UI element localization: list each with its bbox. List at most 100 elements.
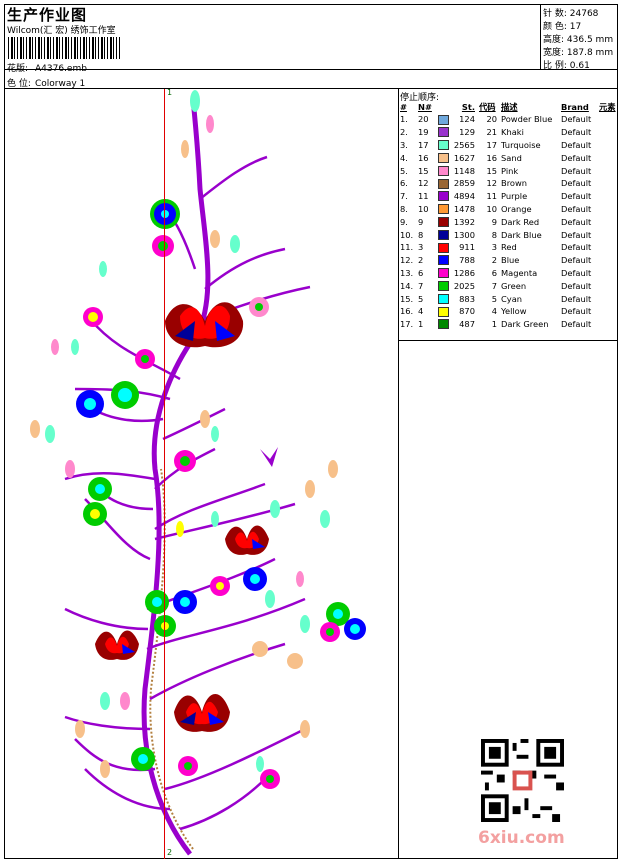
swatch-box: [438, 140, 449, 151]
row-index: 4.: [400, 152, 408, 163]
stat-value: 436.5 mm: [566, 35, 614, 45]
color-swatch: [436, 203, 451, 216]
color-swatch: [436, 241, 451, 254]
row-needle: 10: [418, 203, 429, 214]
divider: [398, 340, 618, 341]
row-brand: Default: [561, 255, 592, 266]
row-needle: 19: [418, 127, 429, 138]
table-row: 8. 10 1478 10 Orange Default: [398, 203, 618, 216]
row-brand: Default: [561, 242, 592, 253]
row-index: 16.: [400, 306, 414, 317]
swatch-box: [438, 242, 449, 253]
row-brand: Default: [561, 280, 592, 291]
color-swatch: [436, 254, 451, 267]
swatch-box: [438, 165, 449, 176]
stat-value: 24768: [569, 9, 599, 19]
studio-name: Wilcom(汇 宏) 绣饰工作室: [7, 26, 116, 36]
row-description: Khaki: [501, 127, 524, 138]
row-element: [597, 241, 618, 254]
row-code: 17: [486, 139, 497, 150]
color-swatch: [436, 113, 451, 126]
design-line: 花版: A4376.emb: [7, 61, 87, 74]
divider: [540, 4, 541, 69]
row-index: 2.: [400, 127, 408, 138]
row-code: 10: [486, 203, 497, 214]
row-needle: 5: [418, 293, 424, 304]
row-stitches: 1148: [453, 165, 475, 176]
swatch-box: [438, 178, 449, 189]
table-row: 12. 2 788 2 Blue Default: [398, 254, 618, 267]
row-brand: Default: [561, 191, 592, 202]
row-code: 2: [491, 255, 497, 266]
divider: [398, 88, 399, 859]
col-needle: N#: [418, 102, 432, 112]
table-row: 9. 9 1392 9 Dark Red Default: [398, 215, 618, 228]
stat-stitches: 针 数: 24768: [543, 6, 598, 19]
row-code: 9: [491, 216, 497, 227]
row-description: Red: [501, 242, 517, 253]
table-row: 4. 16 1627 16 Sand Default: [398, 151, 618, 164]
row-needle: 7: [418, 280, 424, 291]
stat-label: 宽度:: [543, 48, 565, 58]
color-swatch: [436, 228, 451, 241]
colorway-label: 色 位:: [7, 79, 31, 89]
row-index: 8.: [400, 203, 408, 214]
row-code: 5: [491, 293, 497, 304]
row-brand: Default: [561, 203, 592, 214]
colorway-line: 色 位: Colorway 1: [7, 76, 85, 89]
row-stitches: 2565: [453, 139, 475, 150]
row-index: 3.: [400, 139, 408, 150]
row-code: 12: [486, 178, 497, 189]
row-description: Yellow: [501, 306, 527, 317]
stop-sequence-table: # N# St. 代码 描述 Brand 元素 1. 20 124 20 Powder …: [398, 101, 618, 331]
row-code: 20: [486, 114, 497, 125]
table-row: 7. 11 4894 11 Purple Default: [398, 190, 618, 203]
stat-label: 颜 色:: [543, 22, 567, 32]
divider: [4, 69, 541, 70]
row-element: [597, 164, 618, 177]
row-code: 21: [486, 127, 497, 138]
swatch-box: [438, 255, 449, 266]
row-needle: 6: [418, 267, 424, 278]
row-element: [597, 177, 618, 190]
color-swatch: [436, 305, 451, 318]
row-description: Cyan: [501, 293, 523, 304]
row-code: 6: [491, 267, 497, 278]
row-description: Dark Red: [501, 216, 540, 227]
row-description: Purple: [501, 191, 528, 202]
row-stitches: 2025: [453, 280, 475, 291]
buds: [30, 90, 338, 778]
stat-width: 宽度: 187.8 mm: [543, 45, 613, 58]
row-index: 7.: [400, 191, 408, 202]
row-needle: 15: [418, 165, 429, 176]
row-description: Powder Blue: [501, 114, 553, 125]
swatch-box: [438, 229, 449, 240]
row-needle: 2: [418, 255, 424, 266]
stat-value: 187.8 mm: [566, 48, 614, 58]
row-code: 7: [491, 280, 497, 291]
row-needle: 9: [418, 216, 424, 227]
row-index: 12.: [400, 255, 414, 266]
col-brand: Brand: [561, 102, 589, 112]
color-swatch: [436, 267, 451, 280]
row-stitches: 1392: [453, 216, 475, 227]
row-index: 9.: [400, 216, 408, 227]
row-code: 16: [486, 152, 497, 163]
row-brand: Default: [561, 178, 592, 189]
color-swatch: [436, 318, 451, 331]
row-index: 13.: [400, 267, 414, 278]
row-stitches: 487: [459, 319, 475, 330]
main-stem-khaki: [149, 468, 194, 850]
table-row: 1. 20 124 20 Powder Blue Default: [398, 113, 618, 126]
divider: [540, 69, 618, 70]
stat-value: 17: [569, 22, 582, 32]
swatch-box: [438, 204, 449, 215]
row-element: [597, 215, 618, 228]
row-index: 14.: [400, 280, 414, 291]
row-stitches: 129: [459, 127, 475, 138]
colorway-value: Colorway 1: [35, 79, 86, 89]
swatch-box: [438, 281, 449, 291]
stat-label: 针 数:: [543, 9, 567, 19]
row-stitches: 124: [459, 114, 475, 125]
table-header-row: # N# St. 代码 描述 Brand 元素: [398, 101, 618, 113]
